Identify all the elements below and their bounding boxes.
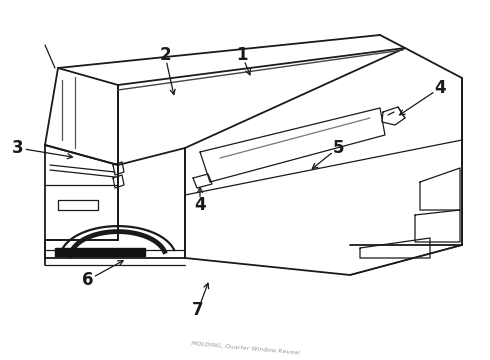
Text: 2: 2: [159, 46, 171, 64]
Text: 3: 3: [12, 139, 24, 157]
Polygon shape: [55, 248, 145, 256]
Text: 6: 6: [82, 271, 94, 289]
Text: 7: 7: [192, 301, 204, 319]
Text: 4: 4: [434, 79, 446, 97]
Text: 5: 5: [332, 139, 344, 157]
Text: 1: 1: [236, 46, 248, 64]
Text: MOLDING, Quarter Window Reveal: MOLDING, Quarter Window Reveal: [191, 341, 299, 355]
Text: 4: 4: [194, 196, 206, 214]
